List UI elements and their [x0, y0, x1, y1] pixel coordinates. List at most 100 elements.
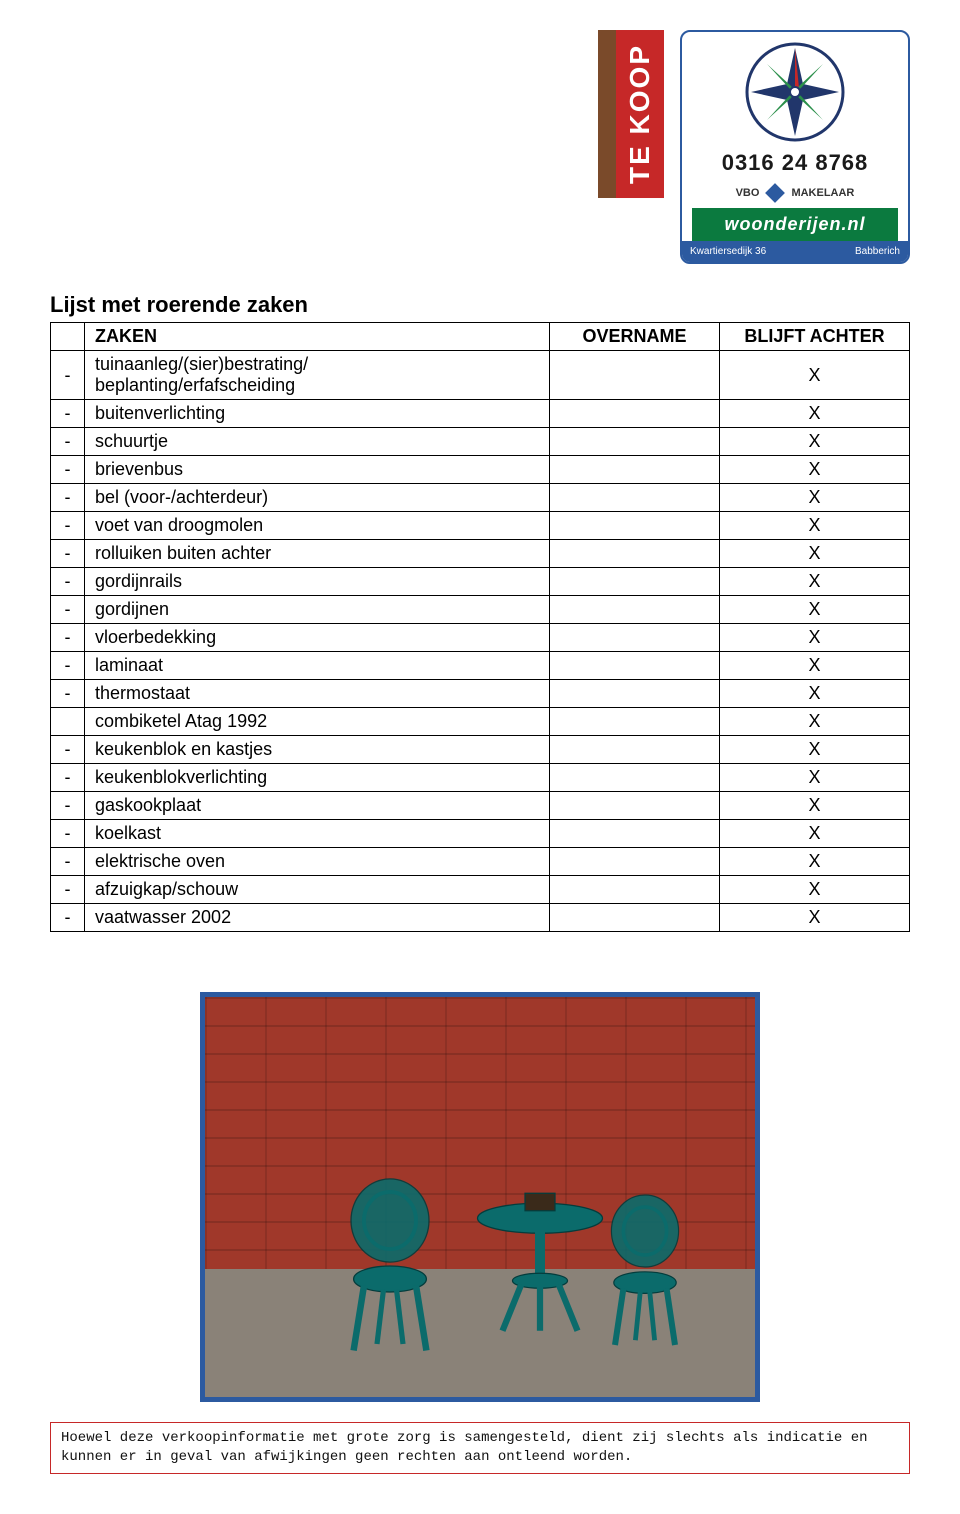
cell-blijft: X	[720, 512, 910, 540]
cell-overname	[550, 792, 720, 820]
address-left: Kwartiersedijk 36	[682, 241, 795, 262]
cell-item: afzuigkap/schouw	[85, 876, 550, 904]
table-row: -elektrische ovenX	[51, 848, 910, 876]
cell-blijft: X	[720, 736, 910, 764]
table-row: -vloerbedekkingX	[51, 624, 910, 652]
cell-item: vloerbedekking	[85, 624, 550, 652]
cell-dash: -	[51, 484, 85, 512]
cell-dash: -	[51, 351, 85, 400]
cell-blijft: X	[720, 876, 910, 904]
chair-left-icon	[325, 1175, 455, 1357]
cell-blijft: X	[720, 904, 910, 932]
cell-blijft: X	[720, 708, 910, 736]
cell-overname	[550, 540, 720, 568]
cell-blijft: X	[720, 764, 910, 792]
cell-item: bel (voor-/achterdeur)	[85, 484, 550, 512]
table-row: -tuinaanleg/(sier)bestrating/ beplanting…	[51, 351, 910, 400]
cell-dash: -	[51, 680, 85, 708]
cell-blijft: X	[720, 540, 910, 568]
table-row: -thermostaat X	[51, 680, 910, 708]
cell-dash: -	[51, 652, 85, 680]
table-row: -gordijnrails X	[51, 568, 910, 596]
cell-item: keukenblok en kastjes	[85, 736, 550, 764]
chair-right-icon	[585, 1189, 705, 1357]
cell-blijft: X	[720, 484, 910, 512]
cell-item: vaatwasser 2002	[85, 904, 550, 932]
cell-item: gaskookplaat	[85, 792, 550, 820]
photo-container	[50, 992, 910, 1402]
header-blijft: BLIJFT ACHTER	[720, 323, 910, 351]
cell-overname	[550, 820, 720, 848]
cell-dash: -	[51, 624, 85, 652]
cell-overname	[550, 351, 720, 400]
cell-overname	[550, 428, 720, 456]
cell-blijft: X	[720, 351, 910, 400]
cell-overname	[550, 624, 720, 652]
cell-dash: -	[51, 540, 85, 568]
vbo-makelaar-label: VBO MAKELAAR	[692, 186, 898, 200]
cell-overname	[550, 652, 720, 680]
cell-dash: -	[51, 792, 85, 820]
cell-overname	[550, 736, 720, 764]
cell-item: keukenblokverlichting	[85, 764, 550, 792]
cell-blijft: X	[720, 652, 910, 680]
cell-dash	[51, 708, 85, 736]
zaken-table: ZAKEN OVERNAME BLIJFT ACHTER -tuinaanleg…	[50, 322, 910, 932]
header: TE KOOP 0316 24 8768 VBO MAKELAAR woonde…	[50, 30, 910, 264]
website-bar: woonderijen.nl	[692, 208, 898, 241]
vbo-diamond-icon	[766, 183, 786, 203]
table-row: -gaskookplaatX	[51, 792, 910, 820]
cell-blijft: X	[720, 400, 910, 428]
cell-overname	[550, 680, 720, 708]
cell-dash: -	[51, 596, 85, 624]
cell-dash: -	[51, 876, 85, 904]
disclaimer: Hoewel deze verkoopinformatie met grote …	[50, 1422, 910, 1474]
cell-overname	[550, 456, 720, 484]
te-koop-label: TE KOOP	[616, 30, 664, 198]
cell-item: rolluiken buiten achter	[85, 540, 550, 568]
table-row: -vaatwasser 2002 X	[51, 904, 910, 932]
table-row: -brievenbus X	[51, 456, 910, 484]
cell-dash: -	[51, 400, 85, 428]
cell-blijft: X	[720, 428, 910, 456]
cell-dash: -	[51, 736, 85, 764]
compass-logo-icon	[745, 42, 845, 142]
cell-overname	[550, 400, 720, 428]
table-row: -koelkastX	[51, 820, 910, 848]
cell-dash: -	[51, 428, 85, 456]
table-row: -keukenblokverlichtingX	[51, 764, 910, 792]
cell-dash: -	[51, 512, 85, 540]
vbo-text-left: VBO	[736, 187, 760, 199]
page-title: Lijst met roerende zaken	[50, 292, 910, 318]
garden-furniture-photo	[200, 992, 760, 1402]
cell-overname	[550, 596, 720, 624]
cell-overname	[550, 876, 720, 904]
cell-dash: -	[51, 568, 85, 596]
cell-dash: -	[51, 848, 85, 876]
cell-blijft: X	[720, 568, 910, 596]
sign-post	[598, 30, 616, 198]
table-row: -afzuigkap/schouw X	[51, 876, 910, 904]
cell-item: schuurtje	[85, 428, 550, 456]
cell-dash: -	[51, 904, 85, 932]
cell-item: brievenbus	[85, 456, 550, 484]
cell-blijft: X	[720, 456, 910, 484]
header-overname: OVERNAME	[550, 323, 720, 351]
cell-item: gordijnrails	[85, 568, 550, 596]
cell-item: buitenverlichting	[85, 400, 550, 428]
cell-blijft: X	[720, 820, 910, 848]
cell-overname	[550, 904, 720, 932]
cell-overname	[550, 848, 720, 876]
header-dash	[51, 323, 85, 351]
table-row: combiketel Atag 1992X	[51, 708, 910, 736]
header-zaken: ZAKEN	[85, 323, 550, 351]
cell-blijft: X	[720, 680, 910, 708]
cell-item: laminaat	[85, 652, 550, 680]
address-bar: Kwartiersedijk 36 Babberich	[682, 241, 908, 262]
cell-dash: -	[51, 820, 85, 848]
cell-item: thermostaat	[85, 680, 550, 708]
table-row: -laminaat X	[51, 652, 910, 680]
cell-dash: -	[51, 456, 85, 484]
table-row: -voet van droogmolenX	[51, 512, 910, 540]
table-row: -rolluiken buiten achter X	[51, 540, 910, 568]
